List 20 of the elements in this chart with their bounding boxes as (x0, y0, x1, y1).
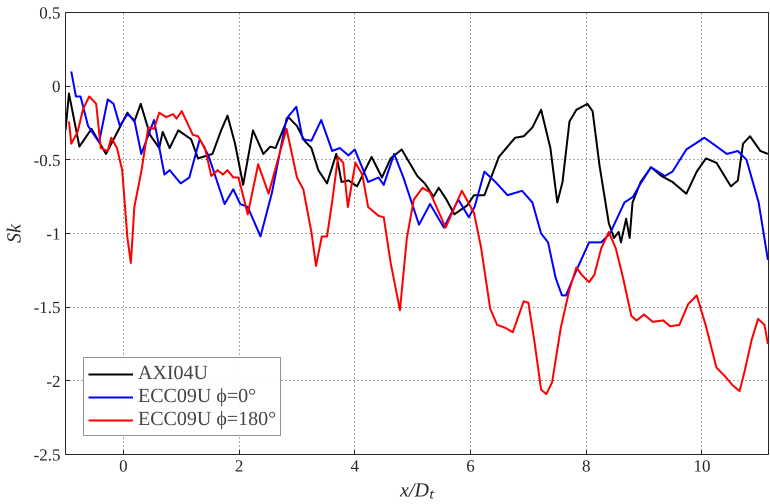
x-tick-label: 0 (119, 456, 128, 476)
y-tick-label: -0.5 (34, 150, 61, 170)
legend-label: ECC09U ϕ=180° (138, 408, 276, 431)
x-axis-title: x/Dₜ (399, 480, 435, 502)
y-tick-label: 0.5 (39, 4, 60, 22)
x-tick-label: 2 (234, 456, 244, 476)
line-series (66, 92, 768, 244)
y-tick-label: -1.5 (34, 298, 61, 318)
x-tick-label: 8 (582, 456, 590, 476)
x-tick-label: 4 (350, 456, 360, 476)
y-tick-label: -1 (46, 224, 61, 244)
line-series (70, 70, 768, 296)
legend-label: AXI04U (138, 362, 208, 385)
y-tick-label: -2.5 (34, 446, 61, 464)
x-tick-label: 10 (693, 456, 710, 476)
y-axis-title: Sk (4, 222, 26, 243)
y-tick-label: 0 (52, 77, 60, 96)
y-tick-label: -2 (46, 372, 61, 391)
legend-label: ECC09U ϕ=0° (138, 385, 256, 408)
x-tick-label: 6 (466, 456, 475, 476)
